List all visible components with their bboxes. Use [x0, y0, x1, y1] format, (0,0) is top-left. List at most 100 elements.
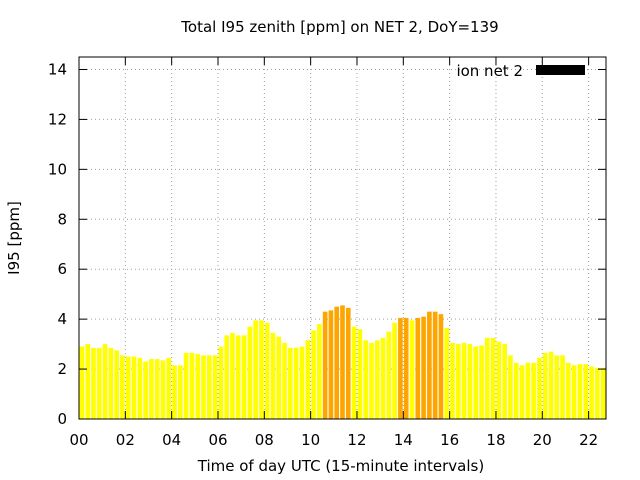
bar — [438, 314, 444, 419]
x-tick-label: 18 — [486, 431, 505, 449]
bar — [444, 327, 450, 419]
bar — [183, 352, 189, 419]
bar — [340, 305, 345, 419]
chart-title: Total I95 zenith [ppm] on NET 2, DoY=139 — [180, 18, 498, 36]
bar — [218, 346, 224, 419]
bar — [143, 361, 148, 419]
bar — [432, 311, 438, 419]
x-tick-label: 08 — [255, 431, 274, 449]
bar — [120, 355, 125, 419]
bar — [484, 337, 490, 419]
axis-ticks — [78, 57, 606, 420]
bar — [235, 335, 241, 419]
bar — [380, 337, 386, 419]
bar — [456, 344, 461, 419]
bar — [461, 342, 467, 419]
y-tick-label: 4 — [57, 310, 67, 328]
x-tick-label: 06 — [208, 431, 227, 449]
bar — [131, 356, 137, 419]
bar — [513, 362, 519, 419]
bar — [490, 337, 496, 419]
bar — [479, 345, 484, 419]
legend-label: ion net 2 — [456, 62, 523, 80]
bar — [230, 332, 235, 419]
bar — [600, 367, 606, 419]
bar — [79, 346, 85, 419]
bar — [224, 335, 229, 419]
bar — [369, 342, 374, 419]
bar — [293, 347, 299, 419]
x-tick-label: 02 — [116, 431, 135, 449]
bar — [264, 322, 270, 419]
bar — [427, 311, 432, 419]
bar — [317, 324, 322, 419]
y-tick-label: 12 — [48, 110, 67, 128]
x-tick-label: 00 — [69, 431, 88, 449]
plot-frame — [78, 56, 607, 420]
bar — [473, 346, 479, 419]
bar — [537, 357, 542, 419]
bar — [259, 320, 264, 419]
bar — [345, 307, 351, 419]
bar — [542, 352, 548, 419]
bar — [276, 336, 282, 419]
y-tick-label: 10 — [48, 160, 67, 178]
bar — [253, 320, 258, 419]
bar — [566, 362, 571, 419]
y-axis-label: I95 [ppm] — [5, 201, 23, 275]
bar — [282, 342, 287, 419]
bar — [386, 331, 392, 419]
bar — [392, 322, 397, 419]
y-tick-label: 0 — [57, 410, 67, 428]
bar — [357, 329, 363, 419]
bar — [374, 340, 380, 419]
bar — [328, 310, 334, 419]
bar — [166, 357, 172, 419]
bar — [334, 306, 340, 419]
bar — [241, 335, 247, 419]
bar — [305, 340, 311, 419]
bar — [201, 355, 206, 419]
x-tick-label: 12 — [347, 431, 366, 449]
bar — [96, 347, 102, 419]
grid-lines — [79, 57, 606, 419]
legend-swatch — [536, 65, 585, 75]
bar — [531, 362, 536, 419]
y-tick-label: 2 — [57, 360, 67, 378]
x-tick-labels: 00 02 04 06 08 10 12 14 16 18 20 22 — [69, 431, 598, 449]
bar — [577, 364, 583, 419]
bar — [571, 365, 577, 419]
bar — [288, 347, 293, 419]
bar — [403, 317, 409, 419]
y-tick-labels: 0 2 4 6 8 10 12 14 — [48, 60, 67, 428]
bar — [91, 347, 96, 419]
bar — [589, 366, 594, 419]
legend: ion net 2 — [456, 62, 585, 80]
bar — [114, 350, 119, 419]
x-tick-label: 20 — [533, 431, 552, 449]
x-tick-label: 16 — [440, 431, 459, 449]
bar — [125, 356, 131, 419]
x-axis-label: Time of day UTC (15-minute intervals) — [197, 457, 484, 475]
x-tick-label: 10 — [301, 431, 320, 449]
bar — [299, 346, 305, 419]
y-tick-label: 8 — [57, 210, 67, 228]
bar — [560, 355, 565, 419]
bar — [554, 355, 560, 419]
bar — [247, 326, 253, 419]
y-tick-label: 6 — [57, 260, 67, 278]
bar — [467, 344, 473, 419]
bar — [160, 360, 166, 419]
bar — [409, 320, 415, 419]
bar — [270, 332, 276, 419]
bar — [583, 364, 589, 419]
x-tick-label: 04 — [162, 431, 181, 449]
bar — [322, 311, 328, 419]
bar — [85, 344, 90, 419]
bar — [351, 326, 357, 419]
bars — [79, 305, 606, 419]
x-tick-label: 14 — [394, 431, 413, 449]
bar — [212, 355, 218, 419]
bar — [450, 342, 455, 419]
